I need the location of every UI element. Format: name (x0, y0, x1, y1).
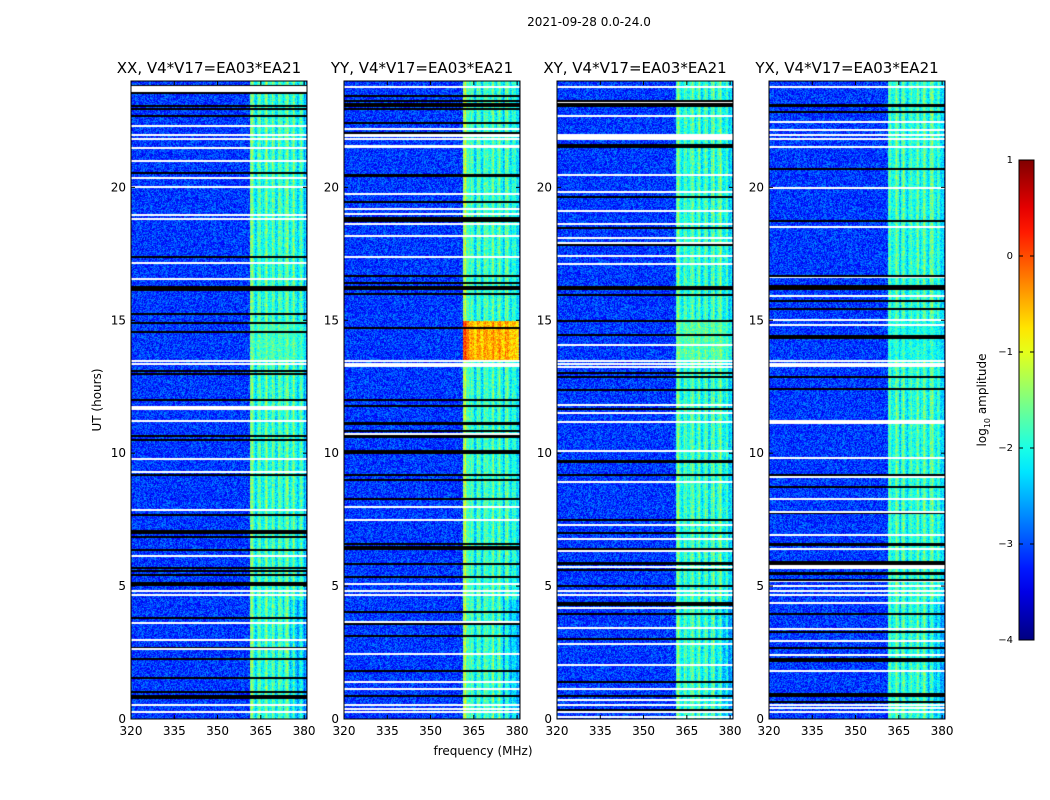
y-tick-label: 10 (749, 446, 764, 460)
x-tick-label: 350 (844, 724, 867, 738)
y-tick-label: 20 (537, 180, 552, 194)
y-tick-label: 0 (544, 712, 552, 726)
x-tick-label: 365 (249, 724, 272, 738)
x-tick-label: 320 (758, 724, 781, 738)
y-tick-label: 5 (118, 579, 126, 593)
y-axis-label: UT (hours) (90, 368, 104, 431)
y-tick-label: 15 (324, 313, 339, 327)
panel-1: YY, V4*V17=EA03*EA21 320 335 350 365 380 0 5 10 1… (324, 59, 529, 738)
y-tick-label: 0 (756, 712, 764, 726)
heatmap-image (131, 81, 307, 719)
plot-frame (130, 80, 308, 720)
panel-title: YX, V4*V17=EA03*EA21 (754, 59, 938, 77)
panel-title: XY, V4*V17=EA03*EA21 (543, 59, 726, 77)
x-tick-label: 350 (419, 724, 442, 738)
x-tick-label: 380 (719, 724, 742, 738)
heatmap-image (769, 81, 945, 719)
figure-title: 2021-09-28 0.0-24.0 (527, 15, 651, 29)
panel-3: YX, V4*V17=EA03*EA21 320 335 350 365 380 0 5 10 1… (749, 59, 954, 738)
x-tick-label: 365 (887, 724, 910, 738)
x-tick-label: 320 (120, 724, 143, 738)
y-tick-label: 15 (749, 313, 764, 327)
colorbar-label: log10 amplitude (975, 354, 992, 447)
x-tick-label: 335 (376, 724, 399, 738)
x-tick-label: 365 (462, 724, 485, 738)
y-tick-label: 10 (537, 446, 552, 460)
y-tick-label: 0 (118, 712, 126, 726)
y-tick-label: 5 (756, 579, 764, 593)
y-tick-label: 10 (324, 446, 339, 460)
x-tick-label: 335 (163, 724, 186, 738)
y-tick-label: 20 (111, 180, 126, 194)
x-axis-label: frequency (MHz) (433, 744, 532, 758)
colorbar-tick-label: −4 (998, 635, 1013, 646)
panel-title: YY, V4*V17=EA03*EA21 (330, 59, 513, 77)
x-tick-label: 320 (333, 724, 356, 738)
colorbar-tick-label: 1 (1007, 155, 1013, 166)
panel-2: XY, V4*V17=EA03*EA21 320 335 350 365 380 0 5 10 1… (537, 59, 742, 738)
colorbar-gradient (1018, 159, 1035, 641)
plot-frame (768, 80, 946, 720)
y-tick-label: 5 (331, 579, 339, 593)
colorbar-tick-label: 0 (1007, 251, 1013, 262)
x-tick-label: 320 (546, 724, 569, 738)
colorbar-label-prefix: log (975, 428, 989, 446)
y-tick-label: 20 (324, 180, 339, 194)
x-tick-label: 335 (589, 724, 612, 738)
plot-frame (556, 80, 734, 720)
y-tick-label: 0 (331, 712, 339, 726)
x-tick-label: 365 (675, 724, 698, 738)
colorbar-tick-label: −2 (998, 443, 1013, 454)
x-tick-label: 350 (206, 724, 229, 738)
x-tick-label: 380 (931, 724, 954, 738)
heatmap-image (557, 81, 733, 719)
panel-0: XX, V4*V17=EA03*EA21 320 335 350 365 380 0 5 10 1… (111, 59, 316, 738)
x-tick-label: 335 (801, 724, 824, 738)
colorbar-label-sub: 10 (983, 418, 992, 428)
x-tick-label: 380 (506, 724, 529, 738)
y-tick-label: 10 (111, 446, 126, 460)
plot-frame (343, 80, 521, 720)
y-tick-label: 5 (544, 579, 552, 593)
x-tick-label: 350 (632, 724, 655, 738)
colorbar-label-suffix: amplitude (975, 354, 989, 418)
colorbar-tick-label: −1 (998, 347, 1013, 358)
panel-title: XX, V4*V17=EA03*EA21 (117, 59, 301, 77)
y-tick-label: 15 (537, 313, 552, 327)
y-tick-label: 20 (749, 180, 764, 194)
x-tick-label: 380 (293, 724, 316, 738)
heatmap-image (344, 81, 520, 719)
colorbar-tick-label: −3 (998, 539, 1013, 550)
y-tick-label: 15 (111, 313, 126, 327)
panels: XX, V4*V17=EA03*EA21 320 335 350 365 380 0 5 10 1… (111, 59, 954, 738)
